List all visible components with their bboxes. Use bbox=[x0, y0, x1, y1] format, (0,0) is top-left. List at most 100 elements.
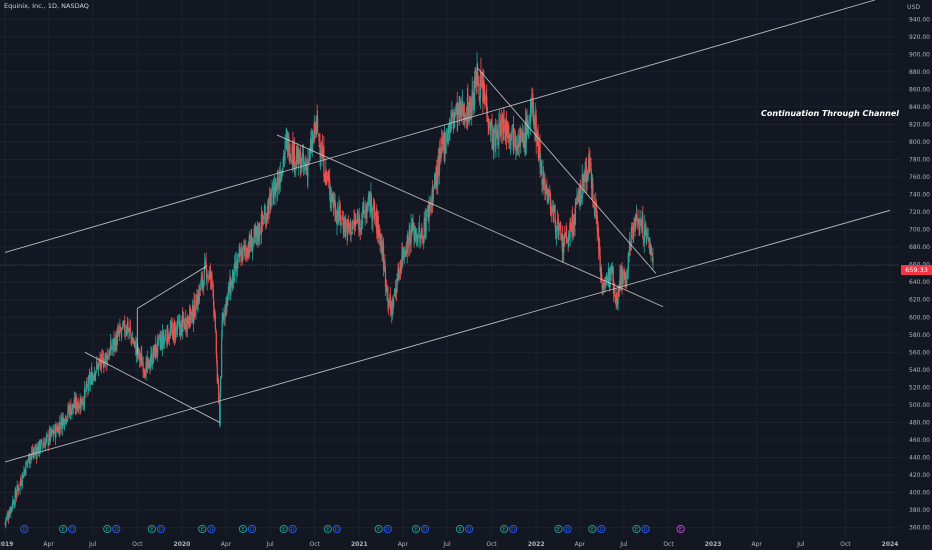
candle-body bbox=[312, 136, 314, 142]
earnings-marker-icon[interactable] bbox=[554, 524, 563, 534]
symbol-legend[interactable]: Equinix, Inc., 1D, NASDAQ bbox=[4, 2, 90, 10]
candle-body bbox=[410, 222, 412, 244]
candle-body bbox=[300, 152, 302, 176]
earnings-marker-icon[interactable] bbox=[374, 524, 383, 534]
candle-body bbox=[625, 280, 627, 282]
candle-body bbox=[158, 336, 160, 339]
candle-body bbox=[190, 313, 192, 320]
candle-body bbox=[38, 441, 41, 453]
earnings-marker-icon[interactable] bbox=[456, 524, 465, 534]
chart-annotation[interactable]: Continuation Through Channel bbox=[761, 109, 899, 118]
candle-body bbox=[273, 195, 275, 205]
event-marker-label: E bbox=[201, 527, 204, 533]
candle-body bbox=[113, 339, 116, 346]
candle-body bbox=[493, 131, 496, 133]
earnings-marker-icon[interactable] bbox=[238, 524, 248, 534]
candle-body bbox=[103, 365, 105, 367]
candle-body bbox=[503, 119, 505, 140]
candle-body bbox=[93, 377, 95, 379]
candle-body bbox=[180, 320, 183, 322]
dividend-marker-icon[interactable] bbox=[465, 524, 474, 534]
candle-body bbox=[129, 327, 132, 332]
y-tick-label: 580.00 bbox=[909, 332, 930, 339]
trendline-drop-line[interactable] bbox=[476, 67, 657, 274]
candle-body bbox=[116, 332, 119, 345]
candle-body bbox=[73, 398, 75, 407]
candle-body bbox=[339, 211, 341, 224]
price-axis[interactable]: 360.00 380.00 400.00 420.00 440.00 460.00 480.… bbox=[909, 16, 930, 531]
dividend-marker-icon[interactable] bbox=[156, 524, 165, 534]
earnings-marker-icon[interactable] bbox=[676, 524, 685, 534]
dividend-marker-icon[interactable] bbox=[68, 524, 77, 534]
dividend-marker-icon[interactable] bbox=[20, 524, 29, 534]
candle-body bbox=[234, 262, 236, 265]
candle-body bbox=[509, 142, 512, 146]
earnings-marker-icon[interactable] bbox=[588, 524, 597, 534]
dividend-marker-icon[interactable] bbox=[383, 524, 392, 534]
trendline-channel-upper[interactable] bbox=[4, 0, 876, 253]
candle-body bbox=[646, 233, 648, 235]
trendline-flag-bottom[interactable] bbox=[84, 351, 220, 423]
trendline-channel-lower[interactable] bbox=[4, 209, 891, 463]
candle-body bbox=[333, 201, 335, 204]
candle-body bbox=[311, 140, 313, 151]
candle-body bbox=[200, 277, 202, 282]
candle-body bbox=[403, 247, 405, 254]
event-marker-label: D bbox=[22, 527, 26, 533]
trendline-flag-top[interactable] bbox=[137, 266, 207, 309]
event-marker-label: E bbox=[106, 527, 109, 533]
candle-body bbox=[309, 147, 311, 149]
earnings-marker-icon[interactable] bbox=[632, 524, 641, 534]
candle-body bbox=[399, 266, 402, 272]
candle-body bbox=[565, 231, 567, 238]
candle-body bbox=[316, 116, 318, 126]
dividend-marker-icon[interactable] bbox=[207, 524, 216, 534]
candle-body bbox=[109, 348, 111, 355]
candle-body bbox=[283, 156, 285, 161]
candle-body bbox=[487, 118, 489, 126]
currency-label: USD bbox=[907, 4, 920, 11]
event-marker-label: D bbox=[511, 527, 515, 533]
dividend-marker-icon[interactable] bbox=[332, 524, 341, 534]
earnings-marker-icon[interactable] bbox=[59, 524, 68, 534]
candle-body bbox=[354, 222, 357, 227]
dividend-marker-icon[interactable] bbox=[563, 524, 572, 534]
earnings-marker-icon[interactable] bbox=[279, 524, 288, 534]
candle-body bbox=[597, 229, 599, 233]
candle-body bbox=[582, 175, 584, 182]
candle-body bbox=[629, 244, 631, 248]
candle-body bbox=[439, 148, 441, 155]
symbol-title: Equinix, Inc., 1D, NASDAQ bbox=[4, 2, 89, 10]
trendline-descending-line[interactable] bbox=[276, 134, 664, 308]
candle-body bbox=[541, 178, 543, 184]
dividend-marker-icon[interactable] bbox=[597, 524, 606, 534]
candle-body bbox=[353, 220, 356, 225]
candle-body bbox=[262, 219, 264, 221]
dividend-marker-icon[interactable] bbox=[420, 524, 430, 534]
candle-body bbox=[82, 402, 85, 405]
y-tick-label: 820.00 bbox=[909, 121, 930, 128]
candle-body bbox=[227, 286, 230, 293]
candle-body bbox=[553, 210, 555, 213]
earnings-marker-icon[interactable] bbox=[323, 524, 332, 534]
dividend-marker-icon[interactable] bbox=[288, 524, 297, 534]
candle-body bbox=[174, 327, 176, 337]
dividend-marker-icon[interactable] bbox=[112, 524, 121, 534]
earnings-marker-icon[interactable] bbox=[411, 524, 421, 534]
candle-body bbox=[636, 218, 639, 221]
candle-body bbox=[511, 127, 513, 139]
candle-body bbox=[474, 76, 476, 105]
earnings-marker-icon[interactable] bbox=[500, 524, 509, 534]
earnings-marker-icon[interactable] bbox=[103, 524, 112, 534]
earnings-marker-icon[interactable] bbox=[198, 524, 207, 534]
dividend-marker-icon[interactable] bbox=[247, 524, 257, 534]
candle-body bbox=[548, 190, 550, 194]
dividend-marker-icon[interactable] bbox=[641, 524, 650, 534]
candle-body bbox=[576, 196, 578, 201]
time-axis[interactable]: 2019 Apr Jul Oct 2020 Apr Jul Oct 2021 Apr Jul Oct 2… bbox=[0, 541, 898, 548]
dividend-marker-icon[interactable] bbox=[509, 524, 518, 534]
earnings-marker-icon[interactable] bbox=[147, 524, 156, 534]
candle-body bbox=[221, 320, 223, 338]
candle-body bbox=[527, 127, 530, 132]
